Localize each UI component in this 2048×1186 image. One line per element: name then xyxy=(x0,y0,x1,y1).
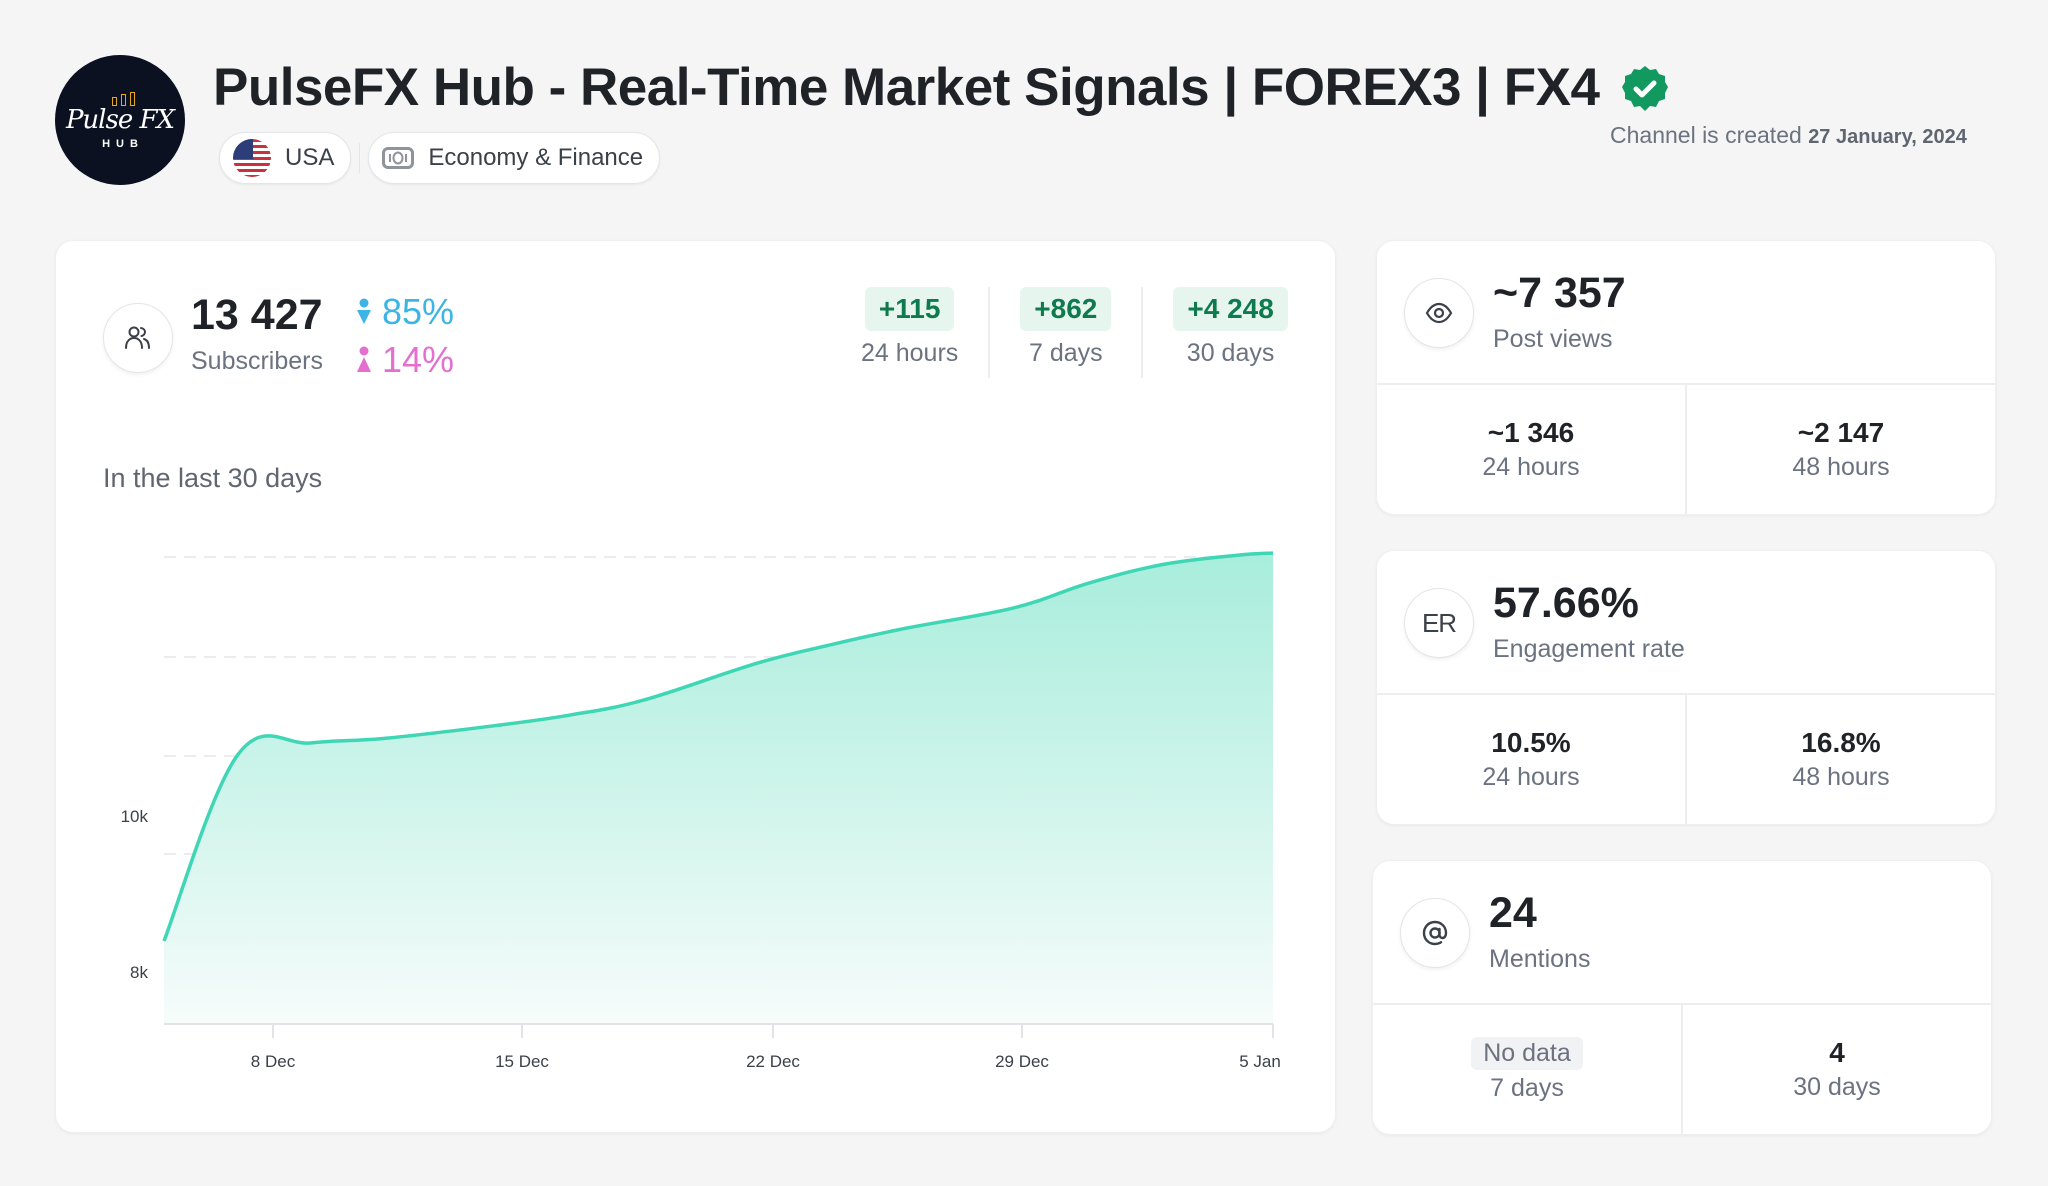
er-24h: 10.5% 24 hours xyxy=(1377,695,1685,824)
growth-value: +115 xyxy=(864,287,955,331)
mentions-value: 24 xyxy=(1489,889,1537,937)
created-prefix: Channel is created xyxy=(1610,122,1802,148)
created-date: 27 January, 2024 xyxy=(1808,126,1967,148)
engagement-rate-card: ER 57.66% Engagement rate 10.5% 24 hours… xyxy=(1376,550,1996,825)
x-tick-label: 8 Dec xyxy=(251,1052,296,1071)
views-48h-label: 48 hours xyxy=(1792,453,1890,481)
growth-period: 30 days xyxy=(1186,339,1275,367)
subscribers-count: 13 427 xyxy=(191,291,323,339)
er-24h-value: 10.5% xyxy=(1491,727,1571,758)
logo-subtext: HUB xyxy=(102,138,144,150)
er-icon: ER xyxy=(1404,588,1474,658)
x-axis-labels: 8 Dec 15 Dec 22 Dec 29 Dec 5 Jan xyxy=(251,1052,1281,1071)
eye-icon xyxy=(1404,278,1474,348)
category-chip[interactable]: Economy & Finance xyxy=(368,132,661,184)
channel-title: PulseFX Hub - Real-Time Market Signals |… xyxy=(213,58,1600,117)
subscribers-label: Subscribers xyxy=(191,347,323,375)
views-24h-label: 24 hours xyxy=(1482,453,1580,481)
mentions-7d: No data 7 days xyxy=(1373,1005,1681,1134)
y-axis-labels: 10k 8k xyxy=(121,807,149,982)
views-48h-value: ~2 147 xyxy=(1797,417,1885,448)
candlestick-icon xyxy=(111,90,135,106)
er-value: 57.66% xyxy=(1493,579,1639,627)
money-icon xyxy=(382,147,415,169)
chart-area xyxy=(162,551,1274,1024)
er-label: Engagement rate xyxy=(1493,635,1685,663)
country-chip[interactable]: USA xyxy=(219,132,352,184)
female-percent: 14% xyxy=(382,339,455,380)
mentions-card: 24 Mentions No data 7 days 4 30 days xyxy=(1372,860,1992,1135)
verified-badge-icon xyxy=(1622,66,1668,111)
x-tick-label: 29 Dec xyxy=(995,1052,1049,1071)
mentions-30d-value: 4 xyxy=(1829,1037,1845,1068)
mentions-7d-label: 7 days xyxy=(1490,1073,1564,1102)
no-data-badge: No data xyxy=(1471,1036,1583,1070)
views-48h: ~2 147 48 hours xyxy=(1685,385,1995,514)
er-48h-value: 16.8% xyxy=(1801,727,1881,758)
post-views-label: Post views xyxy=(1493,325,1613,353)
channel-created: Channel is created 27 January, 2024 xyxy=(1610,118,1980,154)
users-icon xyxy=(103,303,173,373)
growth-30d: +4 248 30 days xyxy=(1141,287,1317,378)
y-tick-label: 10k xyxy=(121,807,149,826)
post-views-value: ~7 357 xyxy=(1493,269,1626,317)
grid-lines xyxy=(164,556,1273,955)
growth-value: +4 248 xyxy=(1173,287,1288,331)
post-views-card: ~7 357 Post views ~1 346 24 hours ~2 147… xyxy=(1376,240,1996,515)
chart-line xyxy=(162,551,1274,942)
male-share: 85% xyxy=(356,291,454,333)
subscriber-growth: +115 24 hours +862 7 days +4 248 30 days xyxy=(831,287,1318,378)
mentions-label: Mentions xyxy=(1489,945,1591,973)
views-24h: ~1 346 24 hours xyxy=(1377,385,1685,514)
mentions-30d: 4 30 days xyxy=(1681,1005,1991,1134)
male-icon xyxy=(357,298,371,324)
x-ticks xyxy=(272,1024,1274,1038)
y-tick-label: 8k xyxy=(130,963,148,982)
x-tick-label: 22 Dec xyxy=(746,1052,800,1071)
er-48h: 16.8% 48 hours xyxy=(1685,695,1995,824)
growth-period: 24 hours xyxy=(861,339,959,367)
er-48h-label: 48 hours xyxy=(1792,763,1890,791)
at-sign-icon xyxy=(1400,898,1470,968)
chart-title: In the last 30 days xyxy=(103,463,323,493)
country-label: USA xyxy=(285,144,335,171)
growth-24h: +115 24 hours xyxy=(831,287,988,378)
x-tick-label: 5 Jan xyxy=(1239,1052,1281,1071)
growth-value: +862 xyxy=(1020,287,1112,331)
female-icon xyxy=(357,346,371,372)
x-tick-label: 15 Dec xyxy=(495,1052,549,1071)
logo-text: Pulse FX xyxy=(65,105,175,135)
subscribers-card: 13 427 Subscribers 85% 14% +115 24 hours… xyxy=(55,240,1336,1133)
category-label: Economy & Finance xyxy=(428,144,644,171)
mentions-30d-label: 30 days xyxy=(1793,1073,1881,1101)
growth-period: 7 days xyxy=(1029,339,1103,367)
channel-tags: USA Economy & Finance xyxy=(219,132,661,184)
chip-divider xyxy=(359,143,361,173)
us-flag-icon xyxy=(233,139,271,177)
chart-area-fill xyxy=(164,553,1273,1024)
views-24h-value: ~1 346 xyxy=(1487,417,1575,448)
channel-avatar: Pulse FX HUB xyxy=(55,55,185,185)
growth-7d: +862 7 days xyxy=(988,287,1141,378)
male-percent: 85% xyxy=(382,291,455,332)
female-share: 14% xyxy=(356,339,454,381)
er-24h-label: 24 hours xyxy=(1482,763,1580,791)
